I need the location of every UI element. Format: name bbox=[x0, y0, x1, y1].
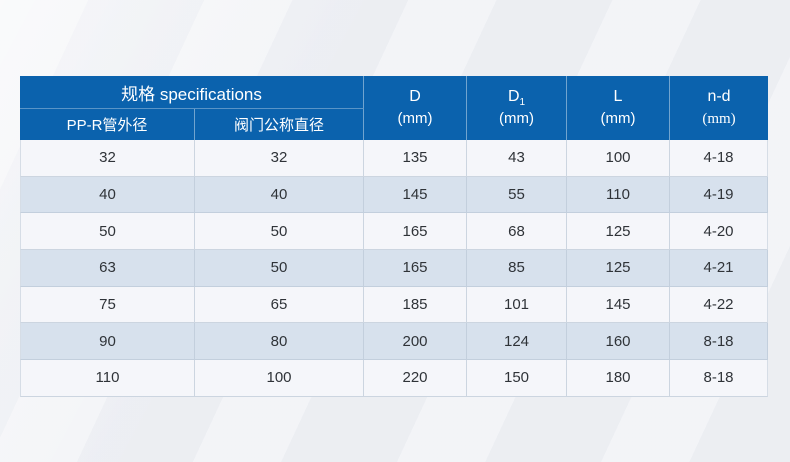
table-cell: 101 bbox=[467, 286, 567, 324]
table-cell: 4-18 bbox=[670, 140, 768, 177]
table-cell: 135 bbox=[364, 140, 467, 177]
table-cell: 125 bbox=[567, 213, 670, 251]
table-cell: 68 bbox=[467, 213, 567, 251]
table-cell: 32 bbox=[20, 140, 195, 177]
table-cell: 145 bbox=[364, 176, 467, 214]
column-header-d1: D1 (mm) bbox=[467, 76, 567, 140]
column-letter: L bbox=[613, 88, 623, 106]
group-header-specifications: 规格 specifications bbox=[20, 76, 364, 109]
table-cell: 100 bbox=[195, 360, 364, 397]
column-unit: (mm) bbox=[600, 109, 636, 127]
header-row-group: 规格 specifications D (mm) D1 (mm) L (mm) … bbox=[20, 76, 768, 140]
table-cell: 90 bbox=[20, 323, 195, 361]
table-cell: 125 bbox=[567, 250, 670, 287]
table-cell: 160 bbox=[567, 323, 670, 361]
table-cell: 110 bbox=[20, 360, 195, 397]
table-cell: 85 bbox=[467, 250, 567, 287]
table-cell: 165 bbox=[364, 213, 467, 251]
table-cell: 180 bbox=[567, 360, 670, 397]
column-letter: D bbox=[409, 88, 421, 106]
table-row: 63 50 165 85 125 4-21 bbox=[20, 250, 768, 287]
table-row: 50 50 165 68 125 4-20 bbox=[20, 213, 768, 251]
header-row-sub: PP-R管外径 阀门公称直径 bbox=[20, 109, 768, 140]
column-unit: (mm) bbox=[397, 109, 433, 127]
table-cell: 100 bbox=[567, 140, 670, 177]
specifications-table: 规格 specifications D (mm) D1 (mm) L (mm) … bbox=[20, 76, 768, 397]
table-cell: 63 bbox=[20, 250, 195, 287]
table-cell: 185 bbox=[364, 286, 467, 324]
table-row: 32 32 135 43 100 4-18 bbox=[20, 140, 768, 177]
column-unit: (mm) bbox=[499, 109, 534, 127]
column-letter: n-d bbox=[707, 88, 731, 106]
table-cell: 32 bbox=[195, 140, 364, 177]
table-cell: 8-18 bbox=[670, 323, 768, 361]
column-header-d: D (mm) bbox=[364, 76, 467, 140]
table-cell: 124 bbox=[467, 323, 567, 361]
table-cell: 110 bbox=[567, 176, 670, 214]
column-header-l: L (mm) bbox=[567, 76, 670, 140]
table-cell: 4-19 bbox=[670, 176, 768, 214]
table-cell: 50 bbox=[20, 213, 195, 251]
table-cell: 200 bbox=[364, 323, 467, 361]
column-header-valve-dn: 阀门公称直径 bbox=[195, 109, 364, 140]
column-letter: D1 bbox=[507, 88, 526, 109]
table-cell: 50 bbox=[195, 213, 364, 251]
column-unit: (mm) bbox=[702, 110, 736, 127]
table-row: 40 40 145 55 110 4-19 bbox=[20, 176, 768, 214]
table-cell: 4-21 bbox=[670, 250, 768, 287]
table-cell: 75 bbox=[20, 286, 195, 324]
table-cell: 8-18 bbox=[670, 360, 768, 397]
table-cell: 4-22 bbox=[670, 286, 768, 324]
table-cell: 165 bbox=[364, 250, 467, 287]
table-cell: 4-20 bbox=[670, 213, 768, 251]
table-cell: 40 bbox=[195, 176, 364, 214]
table-cell: 55 bbox=[467, 176, 567, 214]
table-cell: 220 bbox=[364, 360, 467, 397]
column-header-pipe-od: PP-R管外径 bbox=[20, 109, 195, 140]
table-cell: 43 bbox=[467, 140, 567, 177]
table-row: 75 65 185 101 145 4-22 bbox=[20, 286, 768, 324]
table-cell: 65 bbox=[195, 286, 364, 324]
table-row: 90 80 200 124 160 8-18 bbox=[20, 323, 768, 361]
table-row: 110 100 220 150 180 8-18 bbox=[20, 360, 768, 397]
column-header-nd: n-d (mm) bbox=[670, 76, 768, 140]
table-cell: 50 bbox=[195, 250, 364, 287]
table-cell: 145 bbox=[567, 286, 670, 324]
table-cell: 40 bbox=[20, 176, 195, 214]
table-cell: 150 bbox=[467, 360, 567, 397]
table-cell: 80 bbox=[195, 323, 364, 361]
